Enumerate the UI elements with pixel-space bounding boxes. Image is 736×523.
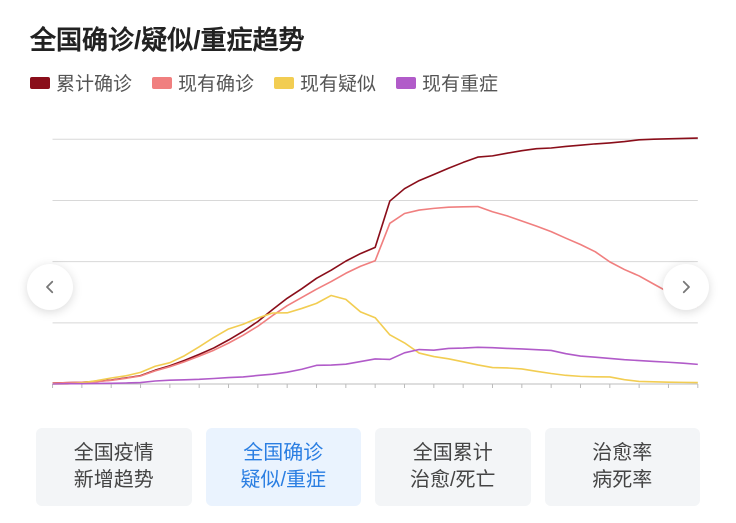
tab-label-line2: 新增趋势 — [40, 467, 188, 494]
chart-tabs: 全国疫情新增趋势全国确诊疑似/重症全国累计治愈/死亡治愈率病死率 — [30, 428, 706, 506]
chevron-right-icon — [677, 278, 695, 296]
legend-label: 现有重症 — [422, 69, 498, 96]
legend-item[interactable]: 现有疑似 — [274, 69, 376, 96]
legend-label: 现有确诊 — [178, 69, 254, 96]
legend-item[interactable]: 现有确诊 — [152, 69, 254, 96]
tab-label-line2: 病死率 — [549, 467, 697, 494]
tab-1[interactable]: 全国确诊疑似/重症 — [206, 428, 362, 506]
series-existing_confirmed — [53, 207, 698, 384]
legend: 累计确诊 现有确诊 现有疑似 现有重症 — [30, 69, 706, 96]
legend-label: 现有疑似 — [300, 69, 376, 96]
legend-swatch — [274, 77, 294, 89]
tab-label-line1: 治愈率 — [592, 442, 652, 464]
chart-title: 全国确诊/疑似/重症趋势 — [30, 20, 706, 57]
series-existing_severe — [53, 347, 698, 384]
legend-label: 累计确诊 — [56, 69, 132, 96]
tab-label-line1: 全国疫情 — [74, 442, 154, 464]
line-chart — [30, 104, 706, 414]
chart-card: 全国确诊/疑似/重症趋势 累计确诊现有确诊现有疑似现有重症 全国疫情新增趋势全国… — [0, 0, 736, 523]
legend-swatch — [152, 77, 172, 89]
legend-item[interactable]: 累计确诊 — [30, 69, 132, 96]
next-chart-button[interactable] — [663, 264, 709, 310]
legend-swatch — [30, 77, 50, 89]
tab-label-line1: 全国累计 — [413, 442, 493, 464]
tab-label-line2: 治愈/死亡 — [379, 467, 527, 494]
tab-label-line2: 疑似/重症 — [210, 467, 358, 494]
legend-swatch — [396, 77, 416, 89]
chevron-left-icon — [41, 278, 59, 296]
tab-3[interactable]: 治愈率病死率 — [545, 428, 701, 506]
legend-item[interactable]: 现有重症 — [396, 69, 498, 96]
prev-chart-button[interactable] — [27, 264, 73, 310]
tab-2[interactable]: 全国累计治愈/死亡 — [375, 428, 531, 506]
tab-label-line1: 全国确诊 — [243, 442, 323, 464]
chart-area — [30, 104, 706, 414]
series-existing_suspected — [53, 295, 698, 383]
tab-0[interactable]: 全国疫情新增趋势 — [36, 428, 192, 506]
